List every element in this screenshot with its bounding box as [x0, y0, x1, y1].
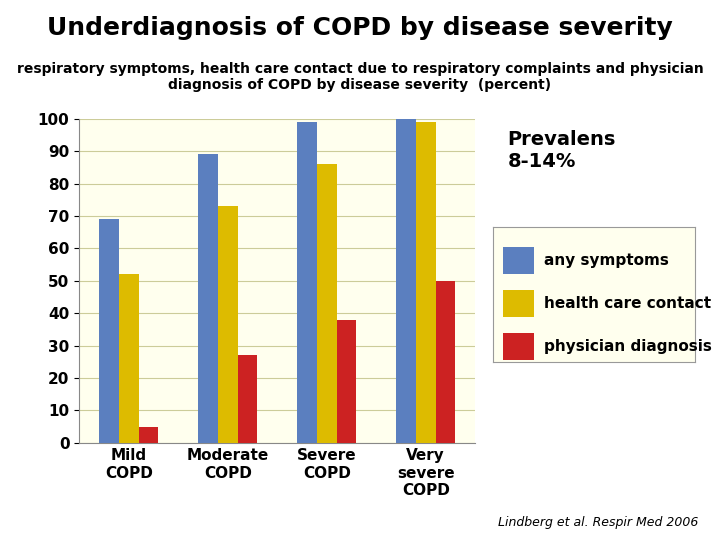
- Text: health care contact: health care contact: [544, 296, 711, 311]
- Bar: [416, 122, 436, 443]
- Text: any symptoms: any symptoms: [544, 253, 668, 268]
- Bar: [119, 274, 139, 443]
- Text: physician diagnosis: physician diagnosis: [544, 340, 711, 354]
- Bar: [218, 206, 238, 443]
- Bar: [198, 154, 218, 443]
- FancyBboxPatch shape: [503, 333, 534, 361]
- Bar: [139, 427, 158, 443]
- Bar: [396, 119, 416, 443]
- Text: Lindberg et al. Respir Med 2006: Lindberg et al. Respir Med 2006: [498, 516, 698, 529]
- Text: Underdiagnosis of COPD by disease severity: Underdiagnosis of COPD by disease severi…: [47, 16, 673, 40]
- Bar: [436, 281, 456, 443]
- Text: Prevalens
8-14%: Prevalens 8-14%: [508, 130, 616, 171]
- FancyBboxPatch shape: [503, 290, 534, 317]
- Bar: [297, 122, 317, 443]
- Bar: [238, 355, 258, 443]
- Bar: [337, 320, 356, 443]
- Bar: [99, 219, 119, 443]
- Text: respiratory symptoms, health care contact due to respiratory complaints and phys: respiratory symptoms, health care contac…: [17, 62, 703, 92]
- FancyBboxPatch shape: [503, 247, 534, 274]
- Bar: [317, 164, 337, 443]
